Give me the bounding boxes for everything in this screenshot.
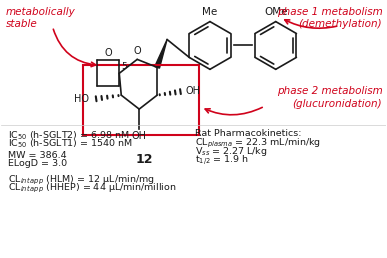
Text: ELogD = 3.0: ELogD = 3.0 xyxy=(8,159,67,168)
Text: 12: 12 xyxy=(135,153,153,166)
Text: CL$_{plasma}$ = 22.3 mL/min/kg: CL$_{plasma}$ = 22.3 mL/min/kg xyxy=(195,137,322,150)
Polygon shape xyxy=(155,39,167,68)
Text: phase 1 metabolism
(demethylation): phase 1 metabolism (demethylation) xyxy=(277,7,382,29)
Text: OMe: OMe xyxy=(264,7,288,17)
Text: V$_{ss}$ = 2.27 L/kg: V$_{ss}$ = 2.27 L/kg xyxy=(195,146,268,158)
Text: Me: Me xyxy=(202,7,217,17)
Text: 5: 5 xyxy=(121,62,127,71)
Text: OH: OH xyxy=(185,86,200,96)
Text: O: O xyxy=(104,49,112,58)
Text: HO: HO xyxy=(74,94,89,104)
Bar xyxy=(83,65,199,135)
Text: IC$_{50}$ (h-SGLT2) = 6.98 nM: IC$_{50}$ (h-SGLT2) = 6.98 nM xyxy=(8,129,130,141)
Text: O: O xyxy=(134,46,141,57)
Text: CL$_{int\,app}$ (HLM) = 12 μL/min/mg: CL$_{int\,app}$ (HLM) = 12 μL/min/mg xyxy=(8,174,154,187)
Text: t$_{1/2}$ = 1.9 h: t$_{1/2}$ = 1.9 h xyxy=(195,154,249,167)
Text: CL$_{int\,app}$ (HHEP) = 44 μL/min/million: CL$_{int\,app}$ (HHEP) = 44 μL/min/milli… xyxy=(8,182,176,195)
Text: IC$_{50}$ (h-SGLT1) = 1540 nM: IC$_{50}$ (h-SGLT1) = 1540 nM xyxy=(8,137,133,150)
Text: OH: OH xyxy=(132,131,147,141)
Text: MW = 386.4: MW = 386.4 xyxy=(8,151,66,160)
Text: Rat Pharmacokinetics:: Rat Pharmacokinetics: xyxy=(195,129,302,138)
Text: phase 2 metabolism
(glucuronidation): phase 2 metabolism (glucuronidation) xyxy=(277,86,382,109)
Text: metabolically
stable: metabolically stable xyxy=(6,7,75,29)
